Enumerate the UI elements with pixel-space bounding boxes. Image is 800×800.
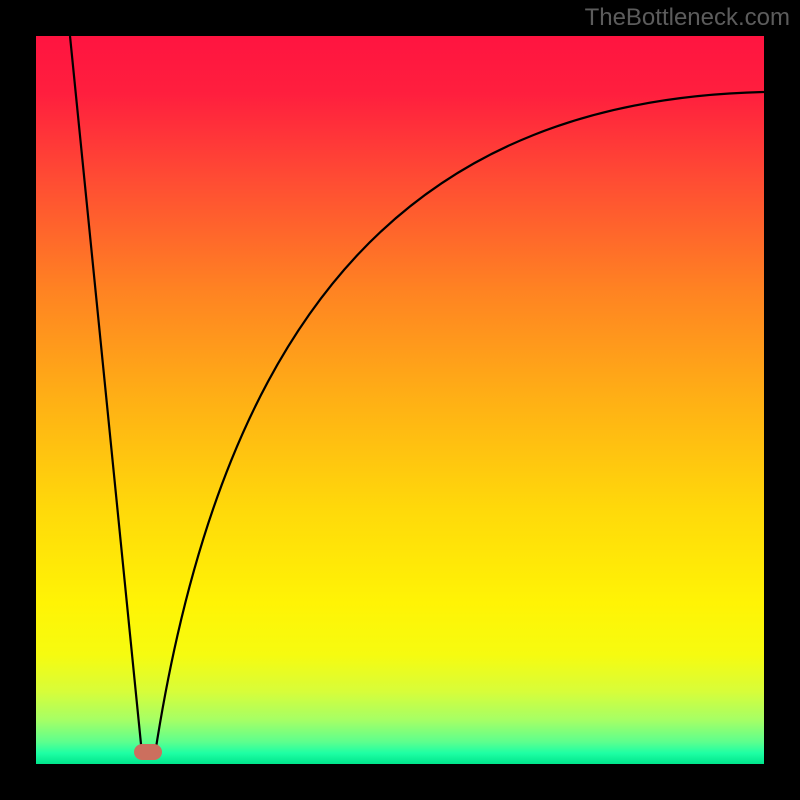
watermark-text: TheBottleneck.com: [585, 4, 790, 32]
gradient-background: [36, 36, 764, 764]
bottleneck-marker: [134, 744, 162, 760]
chart-container: TheBottleneck.com: [0, 0, 800, 800]
bottleneck-chart: [0, 0, 800, 800]
